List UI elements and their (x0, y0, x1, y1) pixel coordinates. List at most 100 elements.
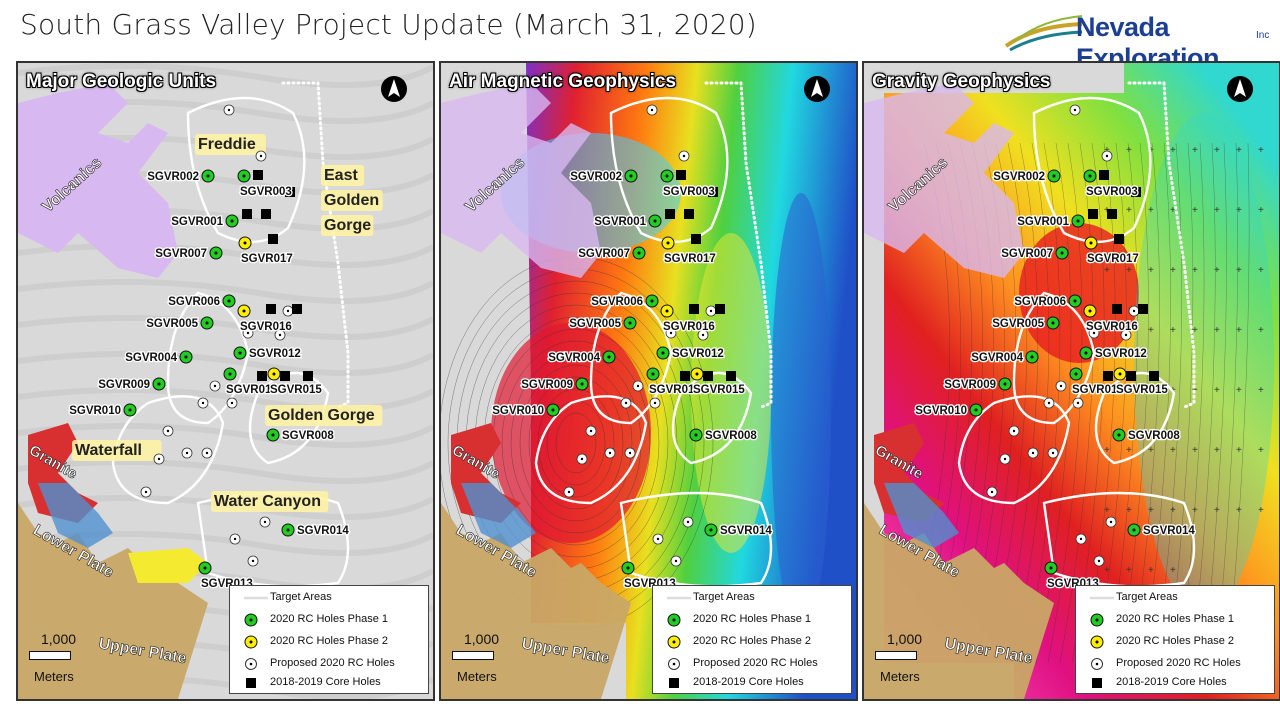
hole-label-sgvr017: SGVR017 (664, 253, 716, 265)
hole-label-sgvr006: SGVR006 (168, 296, 220, 308)
hole-label-sgvr015: SGVR015 (693, 384, 745, 396)
drill-hole-center (1088, 174, 1092, 178)
proposed-hole-dot (656, 537, 660, 541)
proposed-hole-dot (990, 490, 994, 494)
contour-line (519, 364, 633, 522)
hole-label-sgvr009: SGVR009 (521, 379, 573, 391)
proposed-hole-dot (701, 333, 705, 337)
target-area-outline (166, 291, 250, 425)
target-area-outline (957, 395, 1071, 505)
contour-plus: + (1148, 325, 1154, 336)
proposed-hole-dot (259, 154, 263, 158)
drill-hole-center (1132, 528, 1136, 532)
legend-item-proposed: Proposed 2020 RC Holes (230, 656, 428, 674)
east-golden-gorge-label: Gorge (324, 217, 371, 234)
core-hole-marker (1149, 371, 1159, 381)
proposed-hole-dot (144, 490, 148, 494)
proposed-hole-dot (1003, 457, 1007, 461)
drill-hole-center (242, 174, 246, 178)
contour-line (1035, 142, 1072, 664)
proposed-hole-dot (185, 451, 189, 455)
contour-plus: + (1258, 445, 1264, 456)
hole-label-sgvr010: SGVR010 (69, 405, 121, 417)
proposed-hole-dot (1073, 108, 1077, 112)
contour-plus: + (1236, 145, 1242, 156)
legend-item-proposed: Proposed 2020 RC Holes (1076, 656, 1274, 674)
hole-label-sgvr008: SGVR008 (282, 430, 334, 442)
contour-plus: + (1192, 205, 1198, 216)
proposed-hole-dot (653, 401, 657, 405)
drill-hole-center (184, 355, 188, 359)
core-hole-marker (292, 304, 302, 314)
contour-line (1011, 142, 1050, 664)
proposed-hole-dot (166, 429, 170, 433)
gravity-low (1134, 113, 1274, 613)
contour-plus: + (1170, 445, 1176, 456)
drill-hole-center (1073, 299, 1077, 303)
legend-symbol-icon (244, 613, 258, 630)
legend-label: 2018-2019 Core Holes (270, 676, 381, 688)
legend-label: 2020 RC Holes Phase 1 (270, 613, 389, 625)
panel-title: Gravity Geophysics (872, 71, 1051, 92)
hole-label-sgvr011: SGVR011 (1072, 384, 1124, 396)
contour-plus: + (1214, 325, 1220, 336)
panel-air-magnetic: Volcanics Granite Lower Plate Upper Plate SG… (439, 61, 858, 701)
hole-label-sgvr004: SGVR004 (125, 352, 177, 364)
hole-label-sgvr007: SGVR007 (578, 248, 630, 260)
legend-item-target-areas: Target Areas (653, 590, 851, 608)
core-hole-marker (708, 187, 718, 197)
core-hole-marker (1099, 170, 1109, 180)
legend-label: 2020 RC Holes Phase 1 (693, 613, 812, 625)
hole-label-sgvr001: SGVR001 (1017, 216, 1069, 228)
legend-label: Proposed 2020 RC Holes (1116, 657, 1241, 669)
scale-bar: 1,000 Meters (27, 631, 97, 689)
core-hole-marker (703, 371, 713, 381)
north-arrow-icon (803, 75, 831, 103)
water-canyon-label: Water Canyon (214, 493, 321, 510)
contour-plus: + (1104, 505, 1110, 516)
drill-hole-center (551, 408, 555, 412)
core-hole-marker (280, 371, 290, 381)
hole-label-sgvr011: SGVR011 (649, 384, 701, 396)
core-hole-marker (691, 234, 701, 244)
drill-hole-center (650, 299, 654, 303)
drill-hole-center (1051, 321, 1055, 325)
gravity-map: + + + + + + + + + + + + + + + + + + + + + + + + + + + + + + + + + + + + + + + +… (864, 63, 1279, 699)
contour-plus: + (1148, 205, 1154, 216)
proposed-hole-dot (246, 331, 250, 335)
contour-line (1227, 142, 1250, 664)
contour-plus: + (1214, 205, 1220, 216)
scale-bar: 1,000 Meters (450, 631, 520, 689)
north-arrow-icon (1226, 75, 1254, 103)
contour-plus: + (1126, 145, 1132, 156)
proposed-hole-dot (201, 401, 205, 405)
core-hole-marker (680, 371, 690, 381)
waterfall-label: Waterfall (75, 442, 142, 459)
hole-label-sgvr006: SGVR006 (591, 296, 643, 308)
terrain-ridge (18, 350, 433, 376)
proposed-hole-dot (1051, 451, 1055, 455)
proposed-hole-dot (1059, 384, 1063, 388)
contour-line (555, 412, 597, 474)
drill-hole-center (1084, 351, 1088, 355)
drill-hole-center (974, 408, 978, 412)
contour-plus: + (1258, 205, 1264, 216)
contour-line (528, 376, 624, 510)
hole-label-sgvr010: SGVR010 (492, 405, 544, 417)
drill-hole-center (238, 351, 242, 355)
proposed-hole-dot (636, 384, 640, 388)
contour-plus: + (1104, 565, 1110, 576)
panel-geologic-units: Volcanics Granite Lower Plate Upper Plate Fr… (16, 61, 435, 701)
drill-hole-center (242, 309, 246, 313)
contour-plus: + (1126, 565, 1132, 576)
yellow-unit (128, 548, 208, 583)
target-area-outline (609, 96, 729, 244)
core-hole-marker (1126, 371, 1136, 381)
drill-hole-center (1118, 372, 1122, 376)
contour-plus: + (1258, 505, 1264, 516)
hole-label-sgvr010: SGVR010 (915, 405, 967, 417)
hole-label-sgvr014: SGVR014 (1143, 525, 1195, 537)
terrain-ridge (18, 242, 433, 268)
terrain-ridge (18, 314, 433, 340)
legend-symbol-icon (667, 613, 681, 630)
